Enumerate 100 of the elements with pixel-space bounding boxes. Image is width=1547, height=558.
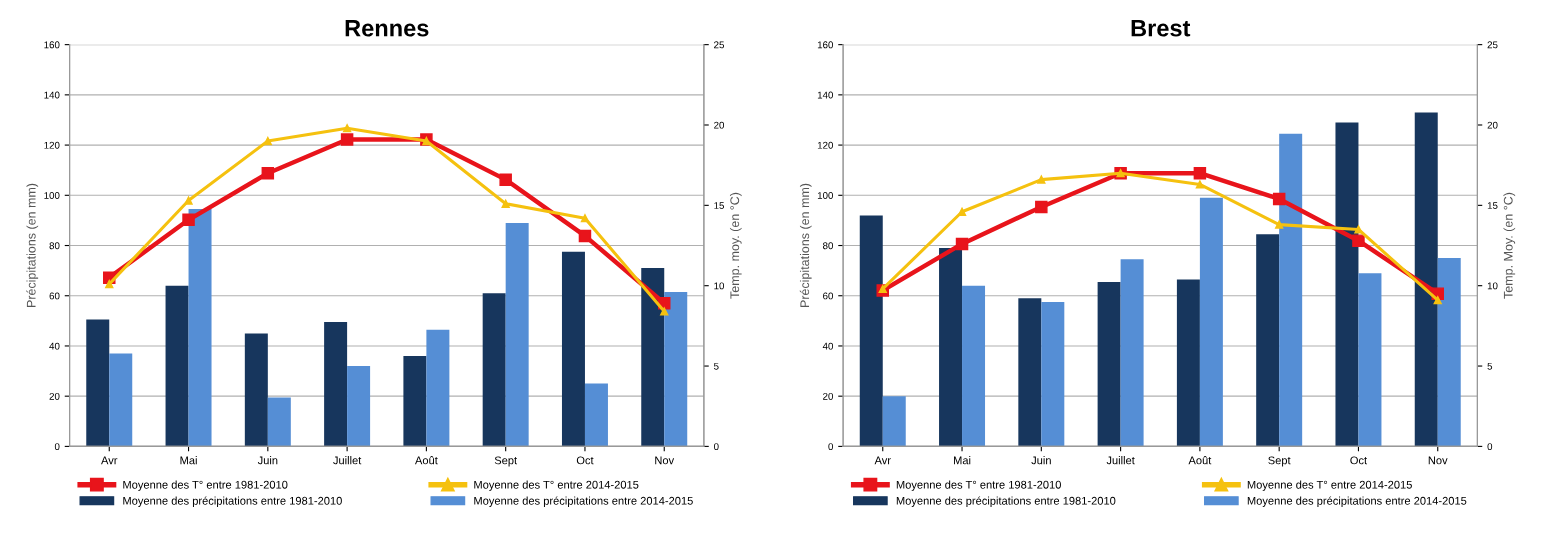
point [1037, 175, 1046, 184]
bar [1018, 298, 1042, 447]
x-tick-label: Mai [954, 456, 971, 465]
y-tick-label: 100 [44, 192, 60, 199]
y-tick-label: 20 [49, 392, 60, 400]
y2-axis-title: Temp. moy. (en °C) [729, 192, 742, 299]
bar [109, 353, 133, 447]
point [340, 133, 354, 146]
bar [641, 268, 665, 447]
point [261, 166, 275, 180]
bar [859, 215, 883, 447]
point [580, 214, 590, 223]
point [1275, 220, 1284, 229]
legend-label: Moyenne des T° entre 1981-2010 [896, 480, 1061, 491]
point [1193, 166, 1207, 180]
bar [324, 322, 348, 447]
bar [426, 329, 450, 447]
y2-tick-label: 0 [713, 443, 719, 451]
bar [1256, 234, 1280, 447]
bar [505, 222, 529, 447]
legend-label: Moyenne des T° entre 1981-2010 [123, 480, 288, 491]
bar [1437, 258, 1461, 447]
x-tick-label: Oct [1350, 456, 1368, 465]
x-tick-label: Juin [1031, 456, 1051, 465]
bar [1176, 279, 1200, 447]
y-tick-label: 60 [823, 292, 834, 300]
y2-tick-label: 5 [714, 362, 719, 370]
y-tick-label: 20 [823, 392, 834, 400]
chart-title: Brest [1131, 20, 1191, 37]
y-tick-label: 40 [822, 342, 834, 350]
point [499, 173, 512, 186]
y2-tick-label: 20 [1487, 121, 1498, 129]
bar [244, 333, 268, 447]
y-tick-label: 0 [54, 443, 60, 451]
x-tick-label: Août [1188, 456, 1212, 465]
point [1352, 234, 1365, 247]
bar [1041, 302, 1065, 447]
x-tick-label: Août [414, 456, 438, 465]
y2-tick-label: 10 [714, 282, 725, 290]
bar [1335, 122, 1359, 447]
point [263, 136, 272, 146]
bar [962, 285, 986, 447]
bar [403, 356, 427, 447]
bar [1414, 112, 1438, 447]
bar [267, 397, 291, 447]
y-tick-label: 160 [817, 41, 834, 49]
y-axis-title: Précipitations (en mm) [799, 183, 812, 308]
point [105, 279, 114, 289]
y2-tick-label: 15 [714, 202, 725, 209]
point [578, 229, 592, 243]
point [660, 307, 669, 316]
point [1272, 192, 1286, 206]
x-tick-label: Sept [1268, 456, 1291, 467]
point [182, 213, 195, 227]
y2-tick-label: 25 [1487, 41, 1498, 49]
y-tick-label: 120 [817, 141, 834, 149]
legend-label: Moyenne des précipitations entre 1981-2010 [896, 496, 1116, 507]
y2-axis-title: Temp. Moy. (en °C) [1503, 192, 1516, 299]
legend-label: Moyenne des précipitations entre 1981-2010 [123, 496, 342, 507]
point [342, 124, 352, 133]
x-tick-label: Nov [655, 456, 675, 465]
bar [1120, 259, 1144, 447]
y-tick-label: 40 [49, 342, 60, 350]
point [1035, 200, 1048, 214]
y-tick-label: 100 [817, 192, 834, 199]
point [501, 199, 510, 208]
y-tick-label: 80 [823, 242, 834, 250]
y2-tick-label: 15 [1487, 202, 1498, 209]
x-tick-label: Oct [576, 456, 594, 465]
x-tick-label: Avr [101, 456, 118, 465]
legend-label: Moyenne des précipitations entre 2014-2015 [474, 496, 693, 507]
y2-tick-label: 10 [1487, 282, 1498, 290]
y2-tick-label: 5 [1487, 362, 1493, 370]
y2-tick-label: 0 [1487, 443, 1493, 451]
legend-label: Moyenne des T° entre 2014-2015 [474, 480, 639, 491]
x-tick-label: Nov [1428, 456, 1448, 465]
bar [1279, 133, 1303, 447]
bar [1097, 281, 1121, 447]
y-tick-label: 160 [44, 41, 60, 49]
point [184, 196, 193, 205]
y2-tick-label: 20 [714, 121, 725, 129]
point [1433, 295, 1442, 305]
legend-label: Moyenne des précipitations entre 2014-2015 [1247, 496, 1467, 507]
bar [86, 319, 110, 447]
x-tick-label: Avr [874, 456, 891, 465]
point [955, 237, 969, 251]
x-tick-label: Juin [257, 456, 278, 465]
x-tick-label: Juillet [1106, 456, 1135, 465]
chart-title: Rennes [345, 20, 429, 37]
y2-tick-label: 25 [714, 41, 725, 49]
bar [664, 291, 688, 447]
y-tick-label: 80 [49, 242, 60, 250]
bar [1199, 197, 1223, 447]
y-tick-label: 60 [49, 292, 60, 300]
y-tick-label: 120 [44, 141, 60, 149]
point [1354, 225, 1363, 234]
bar [482, 293, 506, 447]
bar [347, 366, 371, 447]
y-axis-title: Précipitations (en mm) [26, 183, 39, 308]
y-tick-label: 0 [828, 443, 834, 451]
